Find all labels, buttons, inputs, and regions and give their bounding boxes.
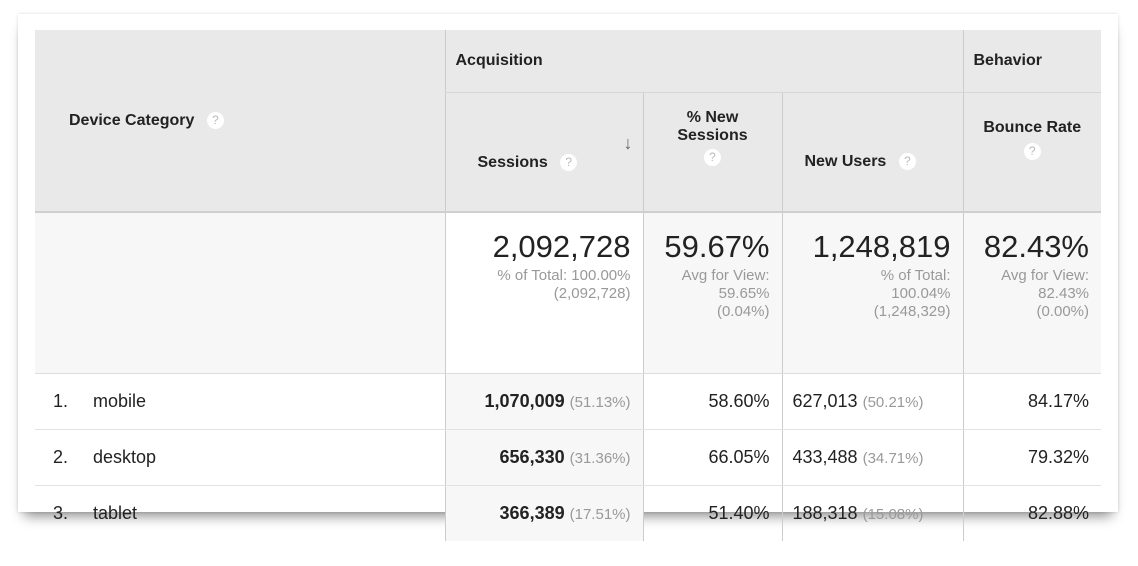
header-bounce-rate[interactable]: Bounce Rate ? xyxy=(962,92,1101,213)
device-link[interactable]: tablet xyxy=(93,503,138,523)
device-link[interactable]: desktop xyxy=(93,447,157,467)
help-icon[interactable]: ? xyxy=(206,111,224,129)
sessions-value: 366,389 xyxy=(499,503,565,523)
help-icon[interactable]: ? xyxy=(1023,143,1041,160)
sessions-cell: 656,330 (31.36%) xyxy=(444,429,643,486)
totals-bounce-rate: 82.43% Avg for View: 82.43% (0.00%) xyxy=(962,212,1101,374)
pct-new-sessions-cell: 58.60% xyxy=(642,373,782,430)
new-users-value: 188,318 xyxy=(792,503,858,523)
new-users-percent: (34.71%) xyxy=(862,450,924,467)
row-index: 3. xyxy=(53,503,69,523)
sessions-value: 656,330 xyxy=(499,447,565,467)
totals-sessions: 2,092,728 % of Total: 100.00% (2,092,728… xyxy=(444,212,643,374)
sessions-value: 1,070,009 xyxy=(484,391,565,411)
table-row: 3. tablet 366,389 (17.51%) 51.40% 188,318… xyxy=(35,485,1101,542)
device-link[interactable]: mobile xyxy=(93,391,147,411)
sessions-cell: 366,389 (17.51%) xyxy=(444,485,643,541)
row-index: 2. xyxy=(53,447,69,467)
new-users-value: 433,488 xyxy=(792,447,858,467)
sort-descending-icon[interactable]: ↓ xyxy=(623,133,633,153)
new-users-cell: 433,488 (34.71%) xyxy=(781,429,963,486)
device-cell: 2. desktop xyxy=(35,429,445,486)
totals-pct-new-sessions: 59.67% Avg for View: 59.65% (0.04%) xyxy=(642,212,782,374)
sessions-percent: (51.13%) xyxy=(569,394,631,411)
header-device-category[interactable]: Device Category ? xyxy=(35,30,445,213)
totals-row: 2,092,728 % of Total: 100.00% (2,092,728… xyxy=(35,212,1101,374)
pct-new-sessions-cell: 51.40% xyxy=(642,485,782,541)
totals-new-users: 1,248,819 % of Total: 100.04% (1,248,329… xyxy=(781,212,963,374)
device-cell: 1. mobile xyxy=(35,373,445,430)
bounce-rate-value: 84.17% xyxy=(1027,391,1089,411)
header-acquisition: Acquisition xyxy=(444,30,963,93)
table-row: 1. mobile 1,070,009 (51.13%) 58.60% 627,0… xyxy=(35,373,1101,430)
device-cell: 3. tablet xyxy=(35,486,445,542)
sessions-percent: (17.51%) xyxy=(569,506,631,523)
new-users-cell: 188,318 (15.08%) xyxy=(781,485,963,541)
header-behavior: Behavior xyxy=(962,30,1101,93)
device-category-table: Device Category ? Acquisition Behavior S… xyxy=(35,30,1101,541)
bounce-rate-value: 79.32% xyxy=(1027,447,1089,467)
report-card: Device Category ? Acquisition Behavior S… xyxy=(18,14,1118,541)
totals-label xyxy=(35,212,445,374)
help-icon[interactable]: ? xyxy=(560,154,578,172)
header-pct-new-sessions[interactable]: % New Sessions ? xyxy=(642,92,782,213)
new-users-percent: (50.21%) xyxy=(862,394,924,411)
bounce-rate-value: 82.88% xyxy=(1027,503,1089,523)
new-users-percent: (15.08%) xyxy=(862,506,924,523)
header-new-users[interactable]: New Users ? xyxy=(781,92,963,213)
help-icon[interactable]: ? xyxy=(898,153,916,171)
pct-new-sessions-value: 58.60% xyxy=(708,391,770,411)
row-index: 1. xyxy=(53,391,69,411)
sessions-cell: 1,070,009 (51.13%) xyxy=(444,373,643,430)
pct-new-sessions-value: 66.05% xyxy=(708,447,770,467)
help-icon[interactable]: ? xyxy=(704,149,721,166)
sessions-percent: (31.36%) xyxy=(569,450,631,467)
bounce-rate-cell: 84.17% xyxy=(962,373,1101,430)
header-sessions[interactable]: Sessions ? ↓ xyxy=(444,92,643,213)
new-users-value: 627,013 xyxy=(792,391,858,411)
pct-new-sessions-value: 51.40% xyxy=(708,503,770,523)
bounce-rate-cell: 82.88% xyxy=(962,485,1101,541)
table-row: 2. desktop 656,330 (31.36%) 66.05% 433,48… xyxy=(35,429,1101,486)
bounce-rate-cell: 79.32% xyxy=(962,429,1101,486)
pct-new-sessions-cell: 66.05% xyxy=(642,429,782,486)
new-users-cell: 627,013 (50.21%) xyxy=(781,373,963,430)
